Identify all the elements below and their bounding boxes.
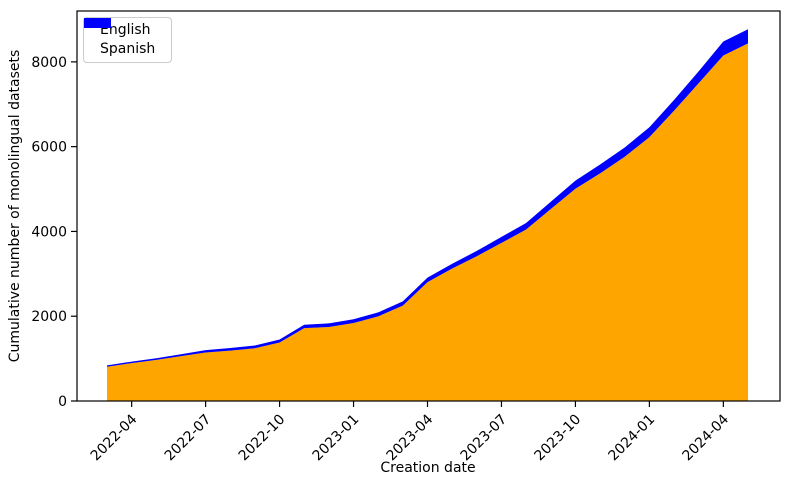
area-english xyxy=(107,43,748,402)
legend: English Spanish xyxy=(83,17,173,63)
spanish-swatch-rect xyxy=(84,18,111,28)
x-tick-label: 2023-01 xyxy=(310,412,363,465)
y-tick-label: 4000 xyxy=(31,224,67,240)
x-tick-label: 2024-04 xyxy=(679,411,732,464)
legend-label-english: English xyxy=(100,22,151,38)
y-tick-label: 2000 xyxy=(31,309,67,325)
y-axis-label: Cumulative number of monolingual dataset… xyxy=(7,49,23,363)
x-tick-label: 2022-10 xyxy=(236,412,289,465)
y-tick-label: 8000 xyxy=(31,55,67,71)
x-tick-label: 2024-01 xyxy=(606,412,659,465)
legend-item-spanish: Spanish xyxy=(84,18,156,59)
x-tick-label: 2023-07 xyxy=(458,412,511,465)
plot-border xyxy=(76,10,781,402)
x-tick-label: 2023-04 xyxy=(384,411,437,464)
legend-label-spanish: Spanish xyxy=(100,41,156,57)
x-axis-label: Creation date xyxy=(380,460,476,476)
y-tick-label: 0 xyxy=(58,394,67,410)
x-tick-label: 2022-07 xyxy=(162,412,215,465)
x-tick-label: 2023-10 xyxy=(532,412,585,465)
y-tick-label: 6000 xyxy=(31,140,67,156)
x-tick-label: 2022-04 xyxy=(88,411,141,464)
spanish-swatch-icon xyxy=(84,18,111,28)
